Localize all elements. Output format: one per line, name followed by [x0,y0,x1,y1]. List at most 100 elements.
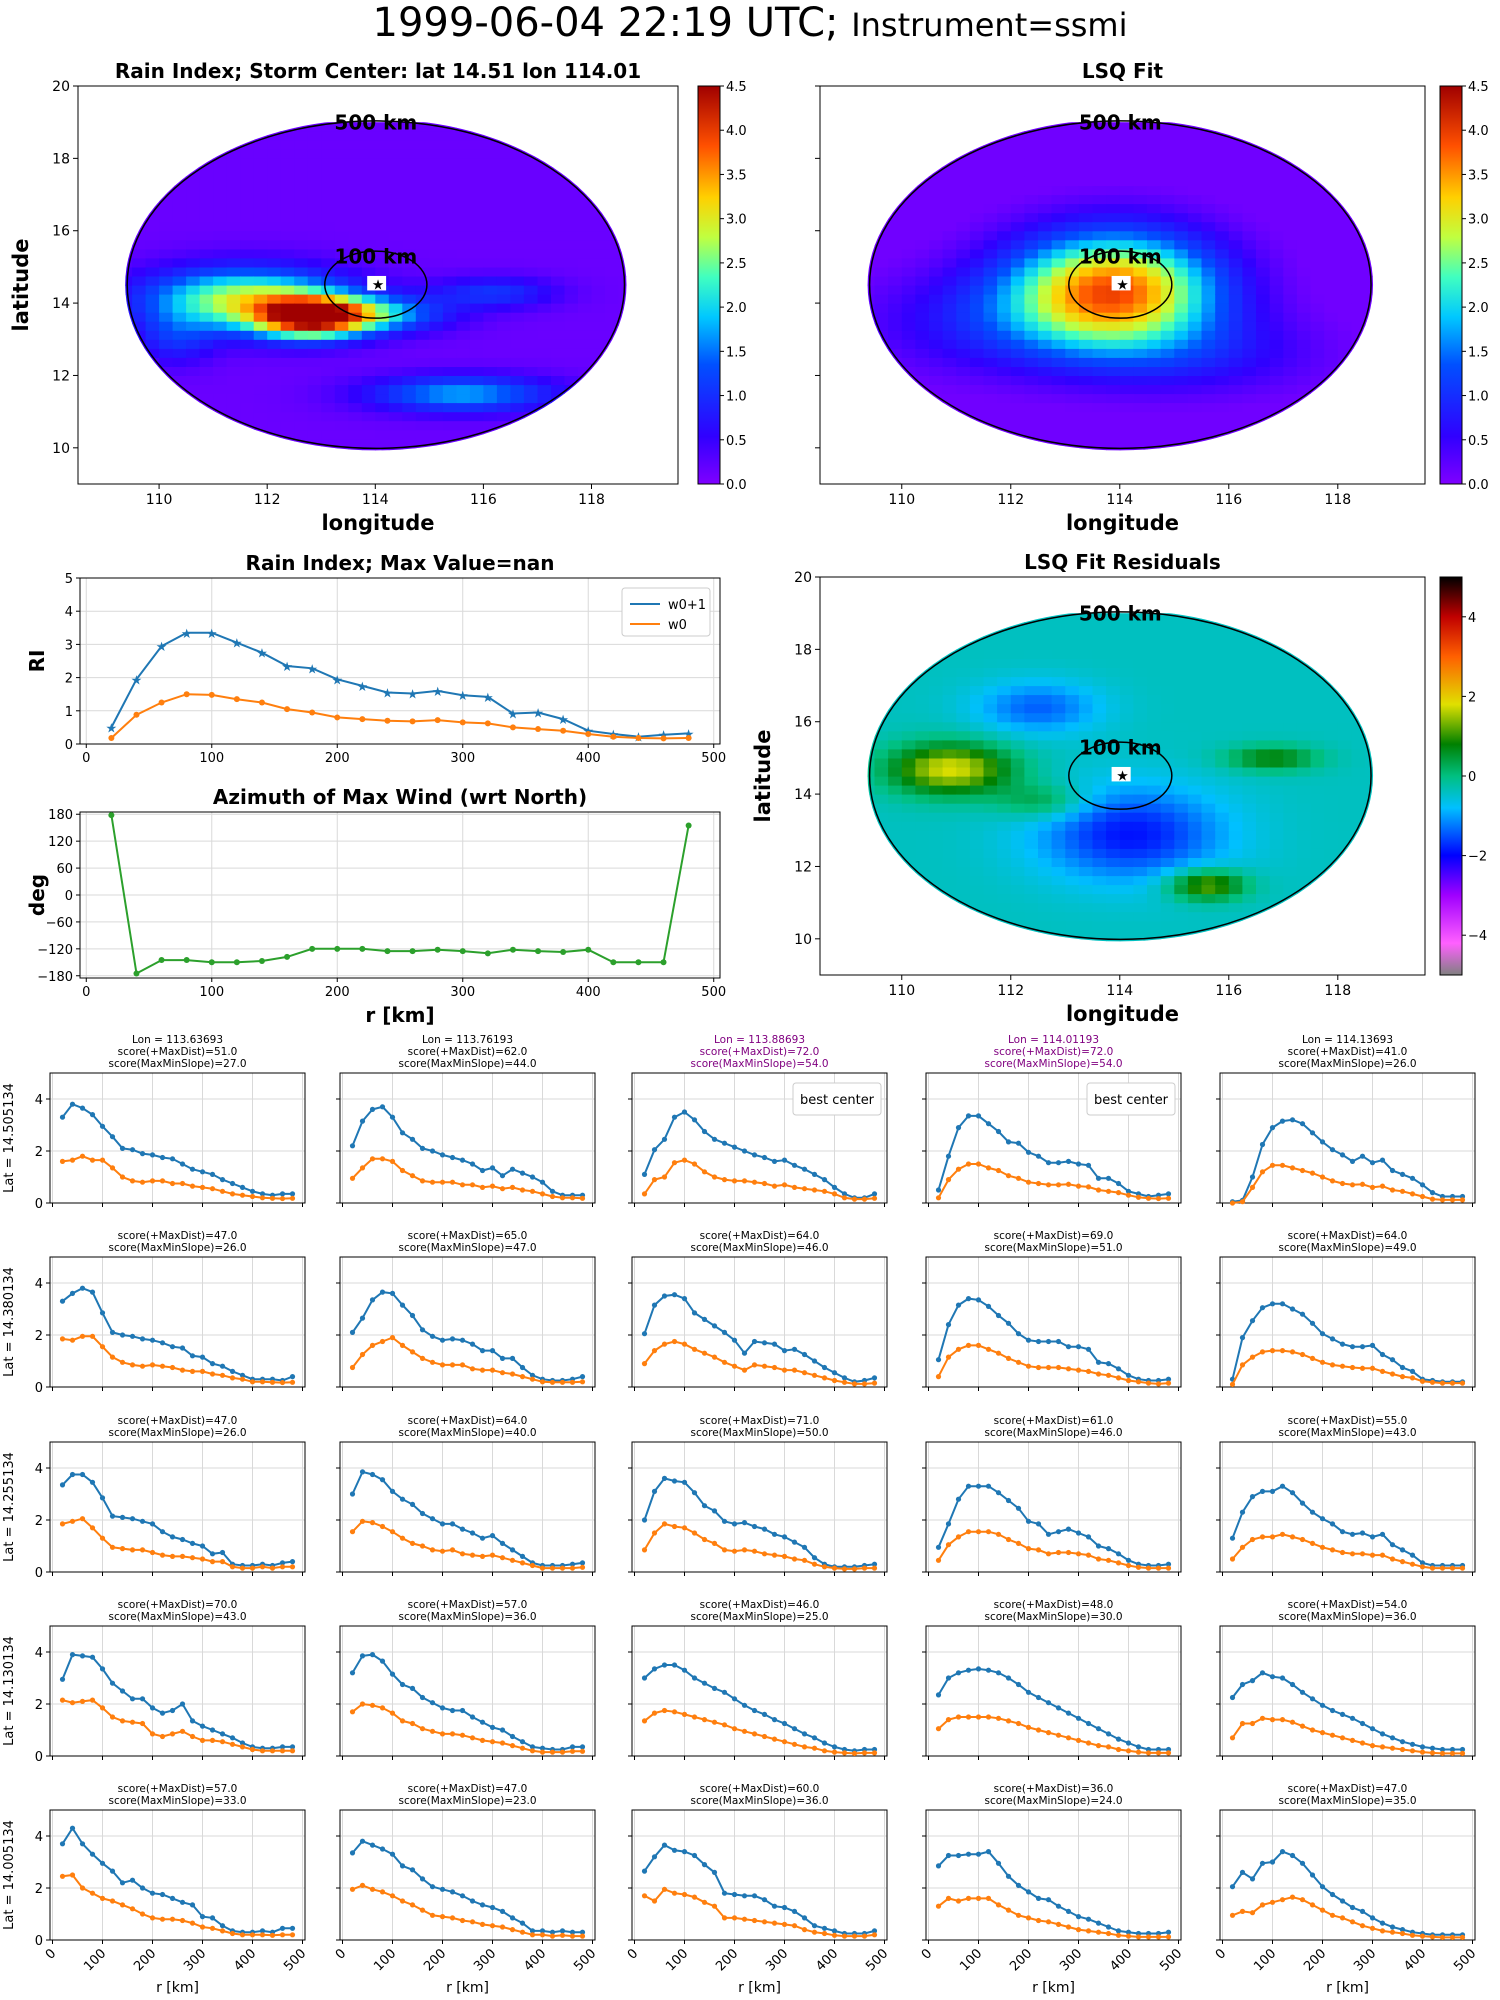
field-cell [1160,221,1175,232]
field-cell [1256,312,1271,322]
field-cell [1351,194,1366,205]
field-cell [1133,366,1148,376]
field-cell [847,631,861,641]
field-cell [847,158,861,168]
field-cell [867,158,876,168]
field-cell [1024,948,1038,958]
field-cell [199,420,214,431]
field-cell [1310,402,1325,413]
field-cell [483,375,498,386]
field-cell [1365,757,1374,768]
field-cell [253,194,268,205]
field-cell [1324,375,1339,386]
field-cell [469,221,484,232]
field-cell [1078,194,1094,205]
field-cell [1133,212,1148,223]
field-cell [1337,712,1352,723]
field-cell [1051,266,1066,277]
field-cell [847,285,861,295]
field-cell [159,221,174,232]
field-cell [186,411,201,422]
field-cell [1024,730,1039,741]
field-cell [578,321,593,331]
field-cell [1365,402,1374,413]
field-cell [321,366,336,376]
field-cell [591,447,606,451]
field-cell [469,339,484,349]
x-tick-label: 114 [1106,492,1133,508]
panel-point [119,1174,126,1180]
field-cell [1078,149,1094,159]
x-tick-label: 0 [82,751,90,766]
field-cell [969,303,985,313]
field-cell [1242,685,1257,696]
field-cell [929,938,944,942]
field-cell [997,122,1012,132]
field-cell [969,321,985,331]
field-cell [523,194,538,205]
field-cell [983,622,998,632]
field-cell [1256,803,1271,813]
field-cell [1160,384,1175,395]
field-cell [1147,857,1162,867]
field-cell [402,167,417,177]
field-cell [983,294,998,304]
field-cell [334,122,349,132]
field-cell [510,303,525,313]
field-cell [1351,812,1366,822]
field-cell [942,730,957,741]
field-cell [1065,339,1080,349]
field-cell [213,140,228,150]
field-cell [551,312,566,322]
field-cell [969,767,985,777]
field-cell [1079,948,1093,958]
field-cell [1092,920,1107,931]
field-cell [1351,257,1366,268]
field-cell [1051,393,1066,404]
field-cell [1010,685,1025,696]
field-cell [145,420,160,431]
field-cell [1078,221,1094,232]
field-cell [348,194,363,205]
field-cell [226,248,241,259]
field-cell [1092,667,1107,678]
field-cell [375,131,390,141]
field-cell [1215,221,1230,232]
field-cell [159,447,174,451]
field-cell [847,457,861,467]
field-cell [1242,402,1257,413]
field-cell [1283,902,1298,913]
field-cell [125,447,133,451]
field-cell [1351,767,1366,777]
field-cell [1147,149,1162,159]
field-cell [1337,703,1352,714]
field-cell [1337,140,1352,150]
field-cell [186,212,201,223]
field-cell [1283,794,1298,804]
field-cell [510,176,525,187]
field-cell [1160,366,1175,376]
field-cell [1051,276,1066,286]
field-cell [213,185,228,196]
field-cell [1147,622,1162,632]
field-cell [1160,694,1175,705]
field-cell [929,312,944,322]
field-cell [1188,457,1202,467]
field-cell [1174,794,1189,804]
field-cell [1038,239,1053,250]
field-cell [847,421,861,431]
field-cell [1147,640,1162,650]
field-cell [361,212,376,223]
field-cell [1337,339,1352,349]
field-cell [1065,703,1080,714]
field-cell [847,740,861,750]
field-cell [1078,257,1094,268]
panel-point [349,1175,356,1181]
field-cell [1379,803,1393,813]
field-cell [213,366,228,376]
field-cell [970,457,984,467]
field-cell [1242,285,1257,295]
field-cell [867,194,876,205]
field-cell [1065,794,1080,804]
field-cell [1379,240,1393,250]
